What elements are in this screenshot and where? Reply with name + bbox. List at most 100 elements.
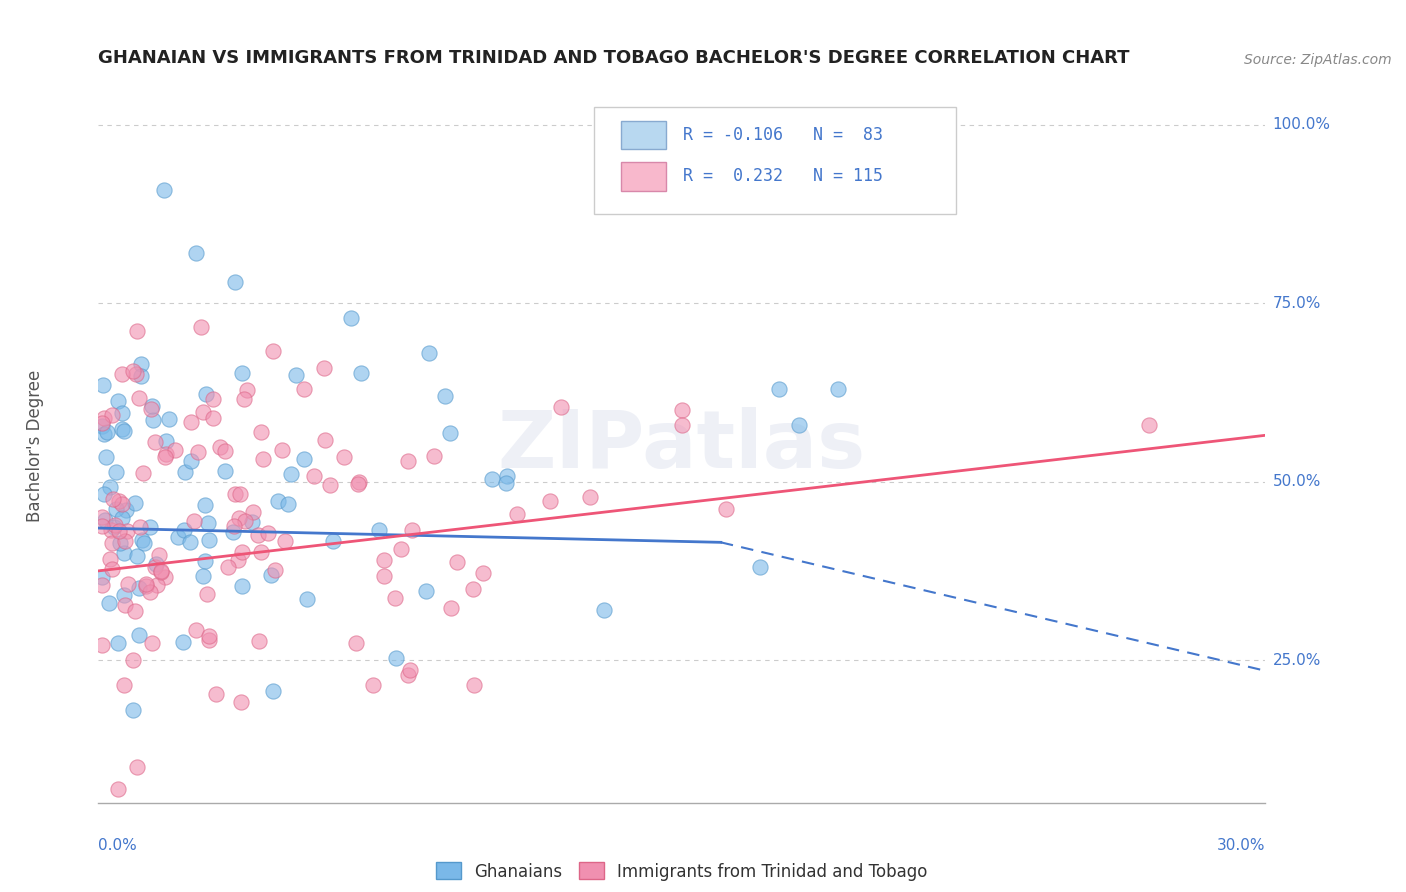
Point	[202, 392, 225, 406]
Point	[134, 536, 156, 550]
Point	[671, 417, 693, 432]
Point	[129, 519, 152, 533]
Point	[214, 443, 236, 458]
Point	[418, 346, 440, 360]
Point	[391, 541, 413, 556]
Point	[396, 667, 419, 681]
Point	[267, 494, 290, 508]
Point	[217, 559, 239, 574]
FancyBboxPatch shape	[595, 107, 956, 214]
Point	[295, 592, 318, 607]
Point	[1137, 417, 1160, 432]
Point	[224, 519, 246, 533]
Point	[107, 494, 129, 508]
Point	[107, 636, 129, 650]
Point	[481, 472, 503, 486]
Point	[124, 496, 146, 510]
Text: R =  0.232   N = 115: R = 0.232 N = 115	[683, 168, 883, 186]
Point	[262, 343, 284, 358]
Point	[235, 383, 257, 397]
Point	[93, 486, 115, 500]
Point	[349, 475, 371, 489]
Point	[91, 638, 114, 652]
Point	[314, 434, 336, 448]
Point	[249, 425, 271, 439]
Point	[506, 507, 529, 521]
Text: R = -0.106   N =  83: R = -0.106 N = 83	[683, 126, 883, 144]
Point	[115, 524, 138, 538]
Point	[373, 553, 395, 567]
Point	[439, 601, 461, 615]
Text: 30.0%: 30.0%	[1218, 838, 1265, 854]
Point	[122, 653, 145, 667]
Point	[415, 583, 437, 598]
Point	[292, 451, 315, 466]
Point	[495, 476, 517, 491]
Point	[787, 417, 810, 432]
Point	[247, 528, 270, 542]
Point	[194, 554, 217, 568]
Point	[114, 598, 136, 612]
Point	[132, 466, 155, 480]
Point	[434, 389, 457, 403]
Point	[263, 563, 285, 577]
Point	[252, 451, 274, 466]
Point	[124, 605, 146, 619]
Point	[104, 517, 127, 532]
Text: GHANAIAN VS IMMIGRANTS FROM TRINIDAD AND TOBAGO BACHELOR'S DEGREE CORRELATION CH: GHANAIAN VS IMMIGRANTS FROM TRINIDAD AND…	[98, 49, 1130, 67]
Point	[100, 480, 122, 494]
Point	[183, 514, 205, 528]
FancyBboxPatch shape	[621, 162, 665, 191]
Point	[385, 651, 408, 665]
Point	[187, 445, 209, 459]
Point	[114, 533, 136, 548]
Point	[184, 246, 207, 260]
Point	[108, 524, 131, 538]
Point	[242, 505, 264, 519]
Text: 75.0%: 75.0%	[1272, 296, 1320, 310]
Point	[231, 579, 253, 593]
Point	[593, 603, 616, 617]
Point	[671, 403, 693, 417]
Point	[184, 624, 207, 638]
Point	[111, 511, 134, 525]
Point	[125, 549, 148, 564]
Point	[257, 526, 280, 541]
Point	[153, 570, 176, 584]
Text: ZIPatlas: ZIPatlas	[498, 407, 866, 485]
Point	[96, 425, 118, 439]
Point	[131, 533, 153, 547]
Point	[197, 516, 219, 530]
Point	[101, 562, 124, 576]
Point	[195, 587, 218, 601]
Point	[579, 490, 602, 504]
Point	[714, 502, 737, 516]
Text: 25.0%: 25.0%	[1272, 653, 1320, 667]
Point	[112, 588, 135, 602]
Point	[197, 633, 219, 648]
Point	[111, 422, 134, 436]
Point	[190, 320, 212, 334]
Point	[142, 413, 165, 427]
Point	[139, 520, 162, 534]
Point	[155, 434, 177, 448]
Point	[135, 578, 157, 592]
Point	[260, 568, 283, 582]
Point	[135, 577, 157, 591]
Point	[128, 582, 150, 596]
Point	[233, 392, 256, 407]
Point	[401, 524, 423, 538]
Point	[201, 411, 224, 425]
Point	[122, 364, 145, 378]
Point	[100, 408, 122, 422]
Point	[129, 357, 152, 371]
Point	[226, 553, 249, 567]
Point	[322, 534, 344, 549]
Point	[128, 628, 150, 642]
Point	[148, 548, 170, 562]
Point	[240, 516, 263, 530]
Point	[93, 427, 115, 442]
Point	[346, 477, 368, 491]
Point	[461, 582, 484, 596]
Point	[153, 450, 176, 464]
